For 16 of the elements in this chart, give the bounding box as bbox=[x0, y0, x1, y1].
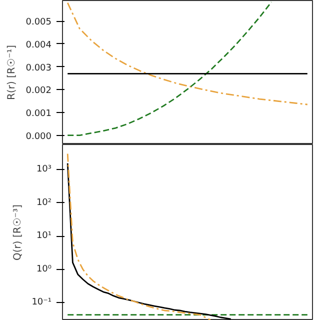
line-series bbox=[66, 2, 308, 106]
y-tick-label: 0.000 bbox=[26, 132, 52, 142]
line-series bbox=[66, 153, 212, 320]
y-tick-label: 10³ bbox=[36, 164, 52, 175]
y-axis-title: Q(r) [R☉⁻³] bbox=[12, 204, 24, 260]
y-tick-label: 0.001 bbox=[26, 109, 52, 119]
y-tick-label: 0.003 bbox=[26, 63, 52, 74]
y-tick-label: 10¹ bbox=[36, 231, 52, 242]
y-tick-label: 0.002 bbox=[26, 86, 52, 96]
y-axis-title: R(r) [R☉⁻¹] bbox=[6, 44, 18, 100]
y-tick-label: 0.004 bbox=[26, 40, 52, 50]
y-tick-label: 10² bbox=[36, 198, 52, 208]
y-tick-label: 10⁻¹ bbox=[32, 298, 52, 308]
y-tick-label: 10⁰ bbox=[36, 264, 52, 274]
line-series bbox=[66, 162, 232, 320]
y-tick-label: 0.005 bbox=[26, 18, 52, 28]
